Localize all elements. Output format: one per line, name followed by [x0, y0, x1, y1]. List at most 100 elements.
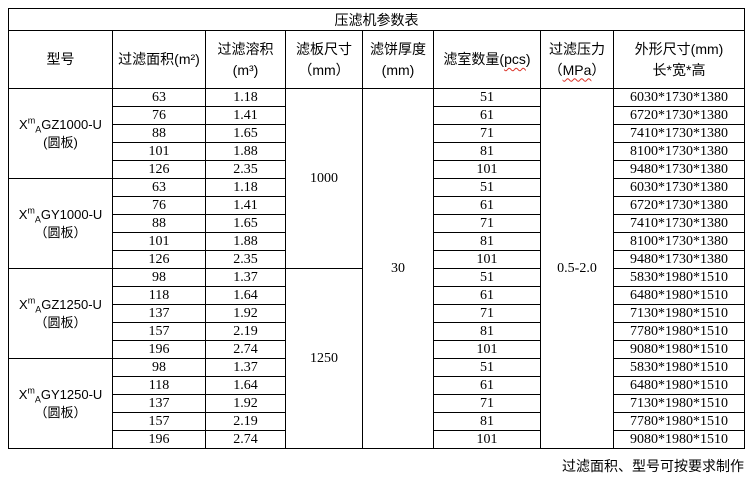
area-cell: 126	[112, 250, 206, 269]
area-cell: 76	[112, 196, 206, 215]
chambers-cell: 71	[433, 124, 541, 143]
table-row: 118 1.64 61 6480*1980*1510	[9, 286, 745, 305]
chambers-cell: 71	[433, 214, 541, 233]
model-cell: XmAGY1250-U （圆板）	[8, 358, 113, 449]
table-row: 157 2.19 81 7780*1980*1510	[9, 412, 745, 431]
area-cell: 157	[112, 322, 206, 341]
model-plate-type: （圆板）	[34, 224, 87, 240]
plate-size-cell: 1000	[285, 88, 363, 269]
col-header-model: 型号	[8, 30, 113, 89]
chambers-cell: 61	[433, 196, 541, 215]
chambers-cell: 51	[433, 178, 541, 197]
area-cell: 101	[112, 142, 206, 161]
chambers-cell: 101	[433, 430, 541, 449]
model-plate-type: (圆板)	[43, 134, 78, 150]
chambers-cell: 101	[433, 340, 541, 359]
chambers-cell: 51	[433, 268, 541, 287]
dims-cell: 8100*1730*1380	[613, 232, 745, 251]
table-row: 101 1.88 81 8100*1730*1380	[9, 232, 745, 251]
area-cell: 98	[112, 268, 206, 287]
col-header-cake-thickness: 滤饼厚度 (mm)	[362, 30, 434, 89]
dims-cell: 7410*1730*1380	[613, 124, 745, 143]
dims-cell: 9480*1730*1380	[613, 160, 745, 179]
spellcheck-underline-pcs: pcs	[504, 51, 526, 67]
volume-cell: 1.37	[205, 268, 286, 287]
table-row: 137 1.92 71 7130*1980*1510	[9, 394, 745, 413]
model-name: XmAGY1250-U	[18, 385, 103, 405]
area-cell: 126	[112, 160, 206, 179]
chambers-cell: 101	[433, 160, 541, 179]
area-cell: 137	[112, 304, 206, 323]
area-cell: 63	[112, 178, 206, 197]
table-row: 88 1.65 71 7410*1730*1380	[9, 214, 745, 233]
pressure-cell: 0.5-2.0	[540, 88, 614, 449]
chambers-cell: 81	[433, 412, 541, 431]
chambers-cell: 71	[433, 394, 541, 413]
col-header-filter-volume: 过滤溶积 (m³)	[205, 30, 286, 89]
dims-cell: 7410*1730*1380	[613, 214, 745, 233]
dims-cell: 9480*1730*1380	[613, 250, 745, 269]
dims-cell: 7780*1980*1510	[613, 412, 745, 431]
chambers-cell: 61	[433, 376, 541, 395]
chambers-cell: 61	[433, 286, 541, 305]
area-cell: 76	[112, 106, 206, 125]
volume-cell: 2.19	[205, 322, 286, 341]
area-cell: 118	[112, 376, 206, 395]
cake-thickness-cell: 30	[362, 88, 434, 449]
area-cell: 118	[112, 286, 206, 305]
volume-cell: 1.64	[205, 376, 286, 395]
volume-cell: 1.92	[205, 304, 286, 323]
dims-cell: 7130*1980*1510	[613, 394, 745, 413]
area-cell: 98	[112, 358, 206, 377]
model-name: XmAGY1000-U	[18, 205, 103, 225]
volume-cell: 1.88	[205, 142, 286, 161]
area-cell: 88	[112, 214, 206, 233]
volume-cell: 1.88	[205, 232, 286, 251]
volume-cell: 2.35	[205, 160, 286, 179]
dims-cell: 6720*1730*1380	[613, 106, 745, 125]
table-row: 126 2.35 101 9480*1730*1380	[9, 250, 745, 269]
volume-cell: 1.92	[205, 394, 286, 413]
dims-cell: 5830*1980*1510	[613, 268, 745, 287]
plate-size-cell: 1250	[285, 268, 363, 449]
model-name: XmAGZ1250-U	[19, 295, 102, 315]
dims-cell: 9080*1980*1510	[613, 340, 745, 359]
volume-cell: 1.41	[205, 196, 286, 215]
table-row: XmAGZ1000-U (圆板) 63 1.18 1000 30 51 0.5-…	[8, 88, 745, 449]
spellcheck-underline-mpa: MPa	[562, 61, 592, 78]
area-cell: 101	[112, 232, 206, 251]
dims-cell: 6030*1730*1380	[613, 88, 745, 107]
volume-cell: 2.35	[205, 250, 286, 269]
table-row: XmAGY1250-U （圆板） 98 1.37 51 5830*1980*15…	[8, 358, 745, 449]
volume-cell: 1.37	[205, 358, 286, 377]
custom-order-note: 过滤面积、型号可按要求制作	[562, 458, 744, 474]
model-plate-type: （圆板）	[34, 314, 87, 330]
volume-cell: 1.65	[205, 214, 286, 233]
area-cell: 157	[112, 412, 206, 431]
dims-cell: 6480*1980*1510	[613, 376, 745, 395]
model-name: XmAGZ1000-U	[19, 115, 102, 135]
col-header-filter-area: 过滤面积(m²)	[112, 30, 206, 89]
volume-cell: 1.64	[205, 286, 286, 305]
chambers-cell: 81	[433, 322, 541, 341]
volume-cell: 2.74	[205, 340, 286, 359]
area-cell: 196	[112, 430, 206, 449]
dims-cell: 8100*1730*1380	[613, 142, 745, 161]
table-row: 101 1.88 81 8100*1730*1380	[9, 142, 745, 161]
volume-cell: 1.65	[205, 124, 286, 143]
dims-cell: 6030*1730*1380	[613, 178, 745, 197]
model-cell: XmAGY1000-U （圆板）	[8, 178, 113, 269]
col-header-chamber-count: 滤室数量(pcs)	[433, 30, 541, 89]
chambers-cell: 61	[433, 106, 541, 125]
table-row: 196 2.74 101 9080*1980*1510	[9, 430, 745, 449]
col-header-overall-dims: 外形尺寸(mm) 长*宽*高	[613, 30, 745, 89]
dims-cell: 6720*1730*1380	[613, 196, 745, 215]
area-cell: 63	[112, 88, 206, 107]
table-row: 157 2.19 81 7780*1980*1510	[9, 322, 745, 341]
model-cell: XmAGZ1250-U （圆板）	[8, 268, 113, 359]
volume-cell: 1.18	[205, 178, 286, 197]
chambers-cell: 101	[433, 250, 541, 269]
dims-cell: 7780*1980*1510	[613, 322, 745, 341]
chambers-cell: 81	[433, 232, 541, 251]
